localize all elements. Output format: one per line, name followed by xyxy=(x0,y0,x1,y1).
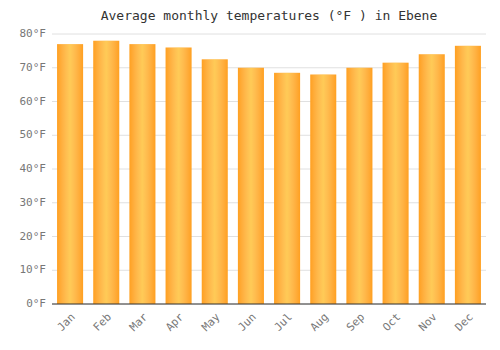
bar xyxy=(455,46,481,304)
bar xyxy=(238,68,264,304)
x-tick-label: Mar xyxy=(127,310,151,334)
bar-group xyxy=(93,41,119,304)
bar-highlight xyxy=(93,41,119,304)
x-axis: Jan Feb Mar Apr May Jun Jul Aug Sep Oct Nov Dec xyxy=(52,304,486,334)
y-tick-label: 80°F xyxy=(20,27,47,40)
title: Average monthly temperatures (°F ) in Eb… xyxy=(101,8,438,23)
bar-highlight xyxy=(238,68,264,304)
bar-group xyxy=(57,44,83,304)
y-tick-label: 30°F xyxy=(20,196,47,209)
bar-highlight xyxy=(383,63,409,304)
bar xyxy=(129,44,155,304)
bar-highlight xyxy=(346,68,372,304)
bar-group xyxy=(455,46,481,304)
bar xyxy=(346,68,372,304)
grid-line xyxy=(52,34,486,35)
grid-line xyxy=(52,304,486,305)
bar-highlight xyxy=(310,75,336,305)
y-tick-label: 70°F xyxy=(20,61,47,74)
bar-group xyxy=(274,73,300,304)
x-tick-label: Jun xyxy=(235,311,258,334)
chart: Average monthly temperatures (°F ) in Eb… xyxy=(0,0,500,350)
x-axis-line xyxy=(52,304,486,305)
bar-group xyxy=(166,48,192,305)
y-tick-label: 10°F xyxy=(20,263,47,276)
bar-highlight xyxy=(419,54,445,304)
bar-highlight xyxy=(202,59,228,304)
bar xyxy=(310,75,336,305)
bar-group xyxy=(346,68,372,304)
bars xyxy=(57,41,481,304)
bar-group xyxy=(129,44,155,304)
x-tick-label: Oct xyxy=(380,311,403,334)
bar-highlight xyxy=(455,46,481,304)
y-tick-label: 60°F xyxy=(20,95,47,108)
x-tick-label: Jul xyxy=(272,311,295,334)
y-tick-label: 50°F xyxy=(20,128,47,141)
bar xyxy=(93,41,119,304)
x-tick-label: May xyxy=(199,310,223,334)
x-tick-label: Aug xyxy=(308,311,331,334)
y-axis: 0°F 10°F 20°F 30°F 40°F 50°F 60°F 70°F 80°F xyxy=(20,27,47,310)
x-tick-label: Dec xyxy=(452,311,475,334)
bar-group xyxy=(202,59,228,304)
bar xyxy=(383,63,409,304)
bar xyxy=(202,59,228,304)
bar xyxy=(57,44,83,304)
y-tick-label: 20°F xyxy=(20,230,47,243)
bar-highlight xyxy=(129,44,155,304)
x-tick-label: Apr xyxy=(163,310,187,334)
y-tick-label: 0°F xyxy=(26,297,46,310)
x-tick-label: Sep xyxy=(344,311,367,334)
x-tick-label: Nov xyxy=(416,310,440,334)
bar xyxy=(166,48,192,305)
bar-highlight xyxy=(274,73,300,304)
bar-highlight xyxy=(57,44,83,304)
bar-group xyxy=(383,63,409,304)
bar-group xyxy=(310,75,336,305)
bar-group xyxy=(238,68,264,304)
bar xyxy=(274,73,300,304)
chart-container: Average monthly temperatures (°F ) in Eb… xyxy=(0,0,500,350)
grid xyxy=(52,34,486,304)
bar-highlight xyxy=(166,48,192,305)
bar-group xyxy=(419,54,445,304)
y-tick-label: 40°F xyxy=(20,162,47,175)
x-tick-label: Feb xyxy=(91,311,114,334)
x-tick-label: Jan xyxy=(55,311,78,334)
bar xyxy=(419,54,445,304)
